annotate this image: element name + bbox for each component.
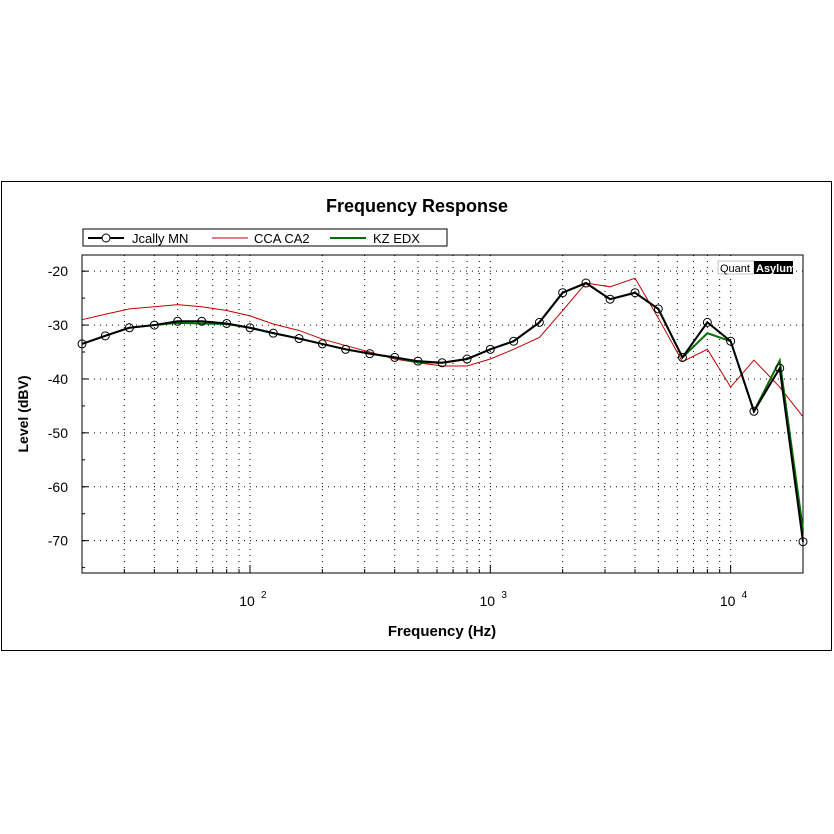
legend-box <box>82 228 448 247</box>
data-point-marker <box>534 317 544 327</box>
data-point-marker <box>509 336 519 346</box>
data-point-marker <box>775 363 785 373</box>
data-point-marker <box>653 304 663 314</box>
data-point-marker <box>197 316 207 326</box>
y-tick-label: -40 <box>48 371 68 387</box>
data-point-marker <box>100 331 110 341</box>
legend-label: CCA CA2 <box>254 231 310 246</box>
x-axis-label: Frequency (Hz) <box>388 623 496 640</box>
data-point-marker <box>558 288 568 298</box>
data-point-marker <box>124 323 134 333</box>
data-point-marker <box>798 537 808 547</box>
legend-label: Jcally MN <box>132 231 188 246</box>
data-point-marker <box>749 406 759 416</box>
x-tick-label-base: 10 <box>720 593 736 609</box>
x-tick-label-exponent: 3 <box>501 590 507 601</box>
watermark-quant: Quant <box>720 263 750 275</box>
data-point-marker <box>268 328 278 338</box>
data-point-marker <box>173 316 183 326</box>
y-tick-label: -50 <box>48 425 68 441</box>
data-point-marker <box>390 352 400 362</box>
y-axis-label: Level (dBV) <box>15 375 31 452</box>
data-point-marker <box>294 334 304 344</box>
data-point-marker <box>462 354 472 364</box>
data-point-marker <box>677 352 687 362</box>
watermark-asylum: Asylum <box>756 263 796 275</box>
series-line-cca-ca2 <box>81 277 804 418</box>
data-point-marker <box>149 320 159 330</box>
plot-area <box>81 254 804 574</box>
data-point-marker <box>413 356 423 366</box>
legend-marker <box>101 233 111 243</box>
x-tick-label-base: 10 <box>239 593 255 609</box>
data-point-marker <box>365 349 375 359</box>
y-tick-label: -30 <box>48 317 68 333</box>
x-tick-label-base: 10 <box>480 593 496 609</box>
data-point-marker <box>485 344 495 354</box>
data-point-marker <box>77 339 87 349</box>
x-tick-label-exponent: 4 <box>742 590 748 601</box>
y-tick-label: -70 <box>48 533 68 549</box>
data-point-marker <box>702 317 712 327</box>
data-point-marker <box>245 323 255 333</box>
x-tick-label-exponent: 2 <box>261 590 267 601</box>
data-point-marker <box>605 294 615 304</box>
data-point-marker <box>581 278 591 288</box>
chart-title: Frequency Response <box>326 196 508 216</box>
data-point-marker <box>630 288 640 298</box>
y-tick-label: -20 <box>48 263 68 279</box>
chart-frame <box>1 181 832 651</box>
legend-label: KZ EDX <box>373 231 420 246</box>
watermark: Quant Asylum <box>717 260 796 275</box>
data-point-marker <box>222 318 232 328</box>
data-point-marker <box>317 339 327 349</box>
data-point-marker <box>341 344 351 354</box>
series-line-jcally-mn <box>81 281 804 542</box>
data-point-marker <box>437 358 447 368</box>
y-tick-label: -60 <box>48 479 68 495</box>
series-line-kz-edx <box>81 281 804 531</box>
data-point-marker <box>726 336 736 346</box>
